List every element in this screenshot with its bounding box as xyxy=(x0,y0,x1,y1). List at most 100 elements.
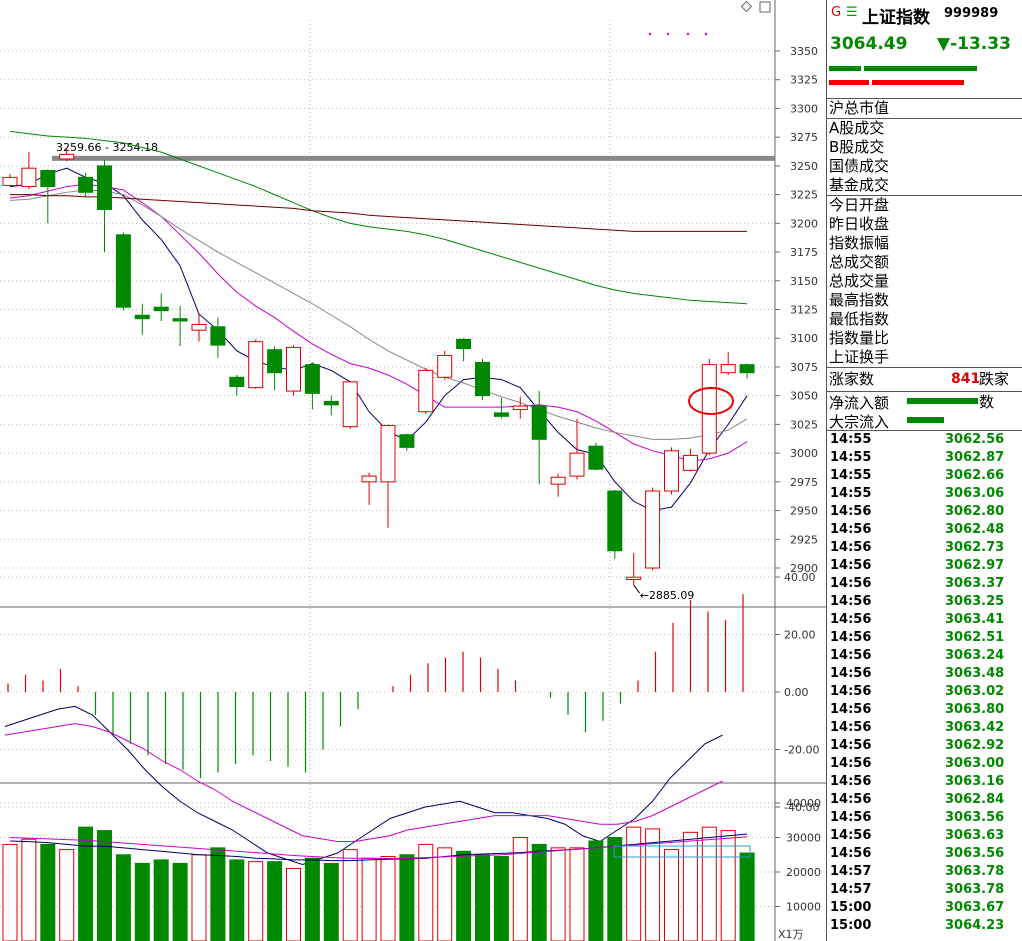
volume-bar xyxy=(739,852,755,941)
price-tick-label: 3075 xyxy=(790,361,818,374)
rise-label: 涨家数 xyxy=(829,370,875,388)
price-row: 3064.49 ▼-13.33 xyxy=(827,30,1022,62)
tick-price: 3063.63 xyxy=(945,828,1005,843)
tick-price: 3063.37 xyxy=(945,576,1005,591)
price-change: ▼-13.33 xyxy=(937,34,1011,54)
tick-price: 3062.51 xyxy=(945,630,1005,645)
volume-bar xyxy=(607,837,623,941)
tick-row: 14:56 3062.92 xyxy=(827,737,1022,755)
tick-price: 3063.42 xyxy=(945,720,1005,735)
tick-row: 14:55 3062.66 xyxy=(827,467,1022,485)
tick-time: 14:55 xyxy=(830,450,872,465)
low-pointer xyxy=(633,584,641,594)
volume-bar xyxy=(153,859,169,941)
tick-row: 14:56 3062.51 xyxy=(827,629,1022,647)
low-annotation: ←2885.09 xyxy=(640,589,695,602)
menu-icon[interactable]: ☰ xyxy=(846,5,858,20)
ma-line-1 xyxy=(9,183,748,462)
tick-price: 3063.02 xyxy=(945,684,1005,699)
macd-tick-label: 20.00 xyxy=(784,629,816,642)
price-tick-label: 2950 xyxy=(790,505,818,518)
index-stat-label-2: 指数振幅 xyxy=(829,234,890,252)
ma-line-2 xyxy=(9,189,748,440)
tick-row: 14:57 3063.78 xyxy=(827,863,1022,881)
volume-tick-label: 20000 xyxy=(786,866,821,879)
macd-tick-label: 0.00 xyxy=(784,686,809,699)
index-stat-label-5: 最高指数 xyxy=(829,291,890,309)
tick-time: 14:56 xyxy=(830,630,872,645)
tick-row: 14:56 3063.56 xyxy=(827,845,1022,863)
candle-body xyxy=(97,165,112,211)
sell-bar-a xyxy=(829,80,869,85)
kline-chart-area[interactable]: 3350 3325 3300 3275 3250 3225 3200 3175 3150 3125… xyxy=(0,0,826,941)
volume-bar xyxy=(720,830,736,941)
tick-time: 14:56 xyxy=(830,846,872,861)
volume-bar xyxy=(304,857,320,941)
price-tick-label: 3225 xyxy=(790,189,818,202)
tick-row: 14:56 3063.48 xyxy=(827,665,1022,683)
candle-body xyxy=(323,400,339,406)
stock-name: 上证指数 xyxy=(862,8,930,28)
tick-price: 3063.00 xyxy=(945,756,1005,771)
candle-body xyxy=(78,176,94,193)
tick-time: 14:56 xyxy=(830,774,872,789)
volume-bar xyxy=(456,850,472,941)
volume-bar xyxy=(399,854,415,941)
candle-body xyxy=(59,153,75,160)
tick-time: 14:56 xyxy=(830,558,872,573)
highlight-ellipse xyxy=(688,387,734,415)
price-tick-label: 3250 xyxy=(790,160,818,173)
volume-unit-label: X1万 xyxy=(778,928,804,941)
tick-price: 3062.56 xyxy=(945,432,1005,447)
index-stat-label-4: 总成交量 xyxy=(829,272,890,290)
top-marker-dot xyxy=(704,32,708,36)
price-tick-label: 3050 xyxy=(790,390,818,403)
tick-row: 14:56 3062.73 xyxy=(827,539,1022,557)
volume-highlight-box xyxy=(613,845,751,858)
tick-time: 14:56 xyxy=(830,720,872,735)
candle-body xyxy=(512,405,528,410)
volume-bar xyxy=(418,843,434,941)
candle-body xyxy=(172,318,188,322)
price-tick-label: 3000 xyxy=(790,447,818,460)
price-tick-label: 3125 xyxy=(790,304,818,317)
tick-time: 14:56 xyxy=(830,576,872,591)
buy-sell-bars xyxy=(827,62,1022,99)
top-marker-dot xyxy=(686,32,690,36)
tick-time: 14:56 xyxy=(830,666,872,681)
tick-price: 3062.80 xyxy=(945,504,1005,519)
block-inflow-label: 大宗流入 xyxy=(829,413,890,431)
candle-body xyxy=(248,341,264,389)
top-marker-dot xyxy=(648,32,652,36)
chart-canvas[interactable]: 3350 3325 3300 3275 3250 3225 3200 3175 3150 3125… xyxy=(0,0,826,941)
macd-tick-label: 40.00 xyxy=(784,571,816,584)
market-value-group: 沪总市值 xyxy=(827,99,1022,119)
tick-price: 3062.48 xyxy=(945,522,1005,537)
tick-time: 14:56 xyxy=(830,684,872,699)
tick-row: 14:56 3063.80 xyxy=(827,701,1022,719)
index-stat-label-3: 总成交额 xyxy=(829,253,890,271)
candle-body xyxy=(550,476,566,485)
tick-time: 14:57 xyxy=(830,864,872,879)
volume-bar xyxy=(21,838,37,941)
volume-bar xyxy=(191,854,207,941)
tick-list[interactable]: 14:55 3062.56 14:55 3062.87 14:55 3062.66 14:5… xyxy=(827,431,1022,935)
volume-bar xyxy=(134,862,150,941)
candle-body xyxy=(493,412,509,417)
tick-row: 14:56 3063.42 xyxy=(827,719,1022,737)
tick-time: 15:00 xyxy=(830,918,872,933)
tick-row: 14:56 3063.02 xyxy=(827,683,1022,701)
volume-bar xyxy=(342,849,358,941)
candle-body xyxy=(229,376,245,387)
volume-bar xyxy=(380,855,396,941)
tick-time: 14:56 xyxy=(830,756,872,771)
volume-tick-label: 30000 xyxy=(786,832,821,845)
tick-price: 3062.73 xyxy=(945,540,1005,555)
diamond-icon xyxy=(740,0,753,13)
candle-body xyxy=(134,314,150,320)
fall-label: 跌家数 xyxy=(979,370,1010,411)
candle-body xyxy=(40,169,56,188)
g-mark[interactable]: G xyxy=(831,5,842,20)
index-stat-label-7: 指数量比 xyxy=(829,329,890,347)
volume-bar xyxy=(40,843,56,941)
